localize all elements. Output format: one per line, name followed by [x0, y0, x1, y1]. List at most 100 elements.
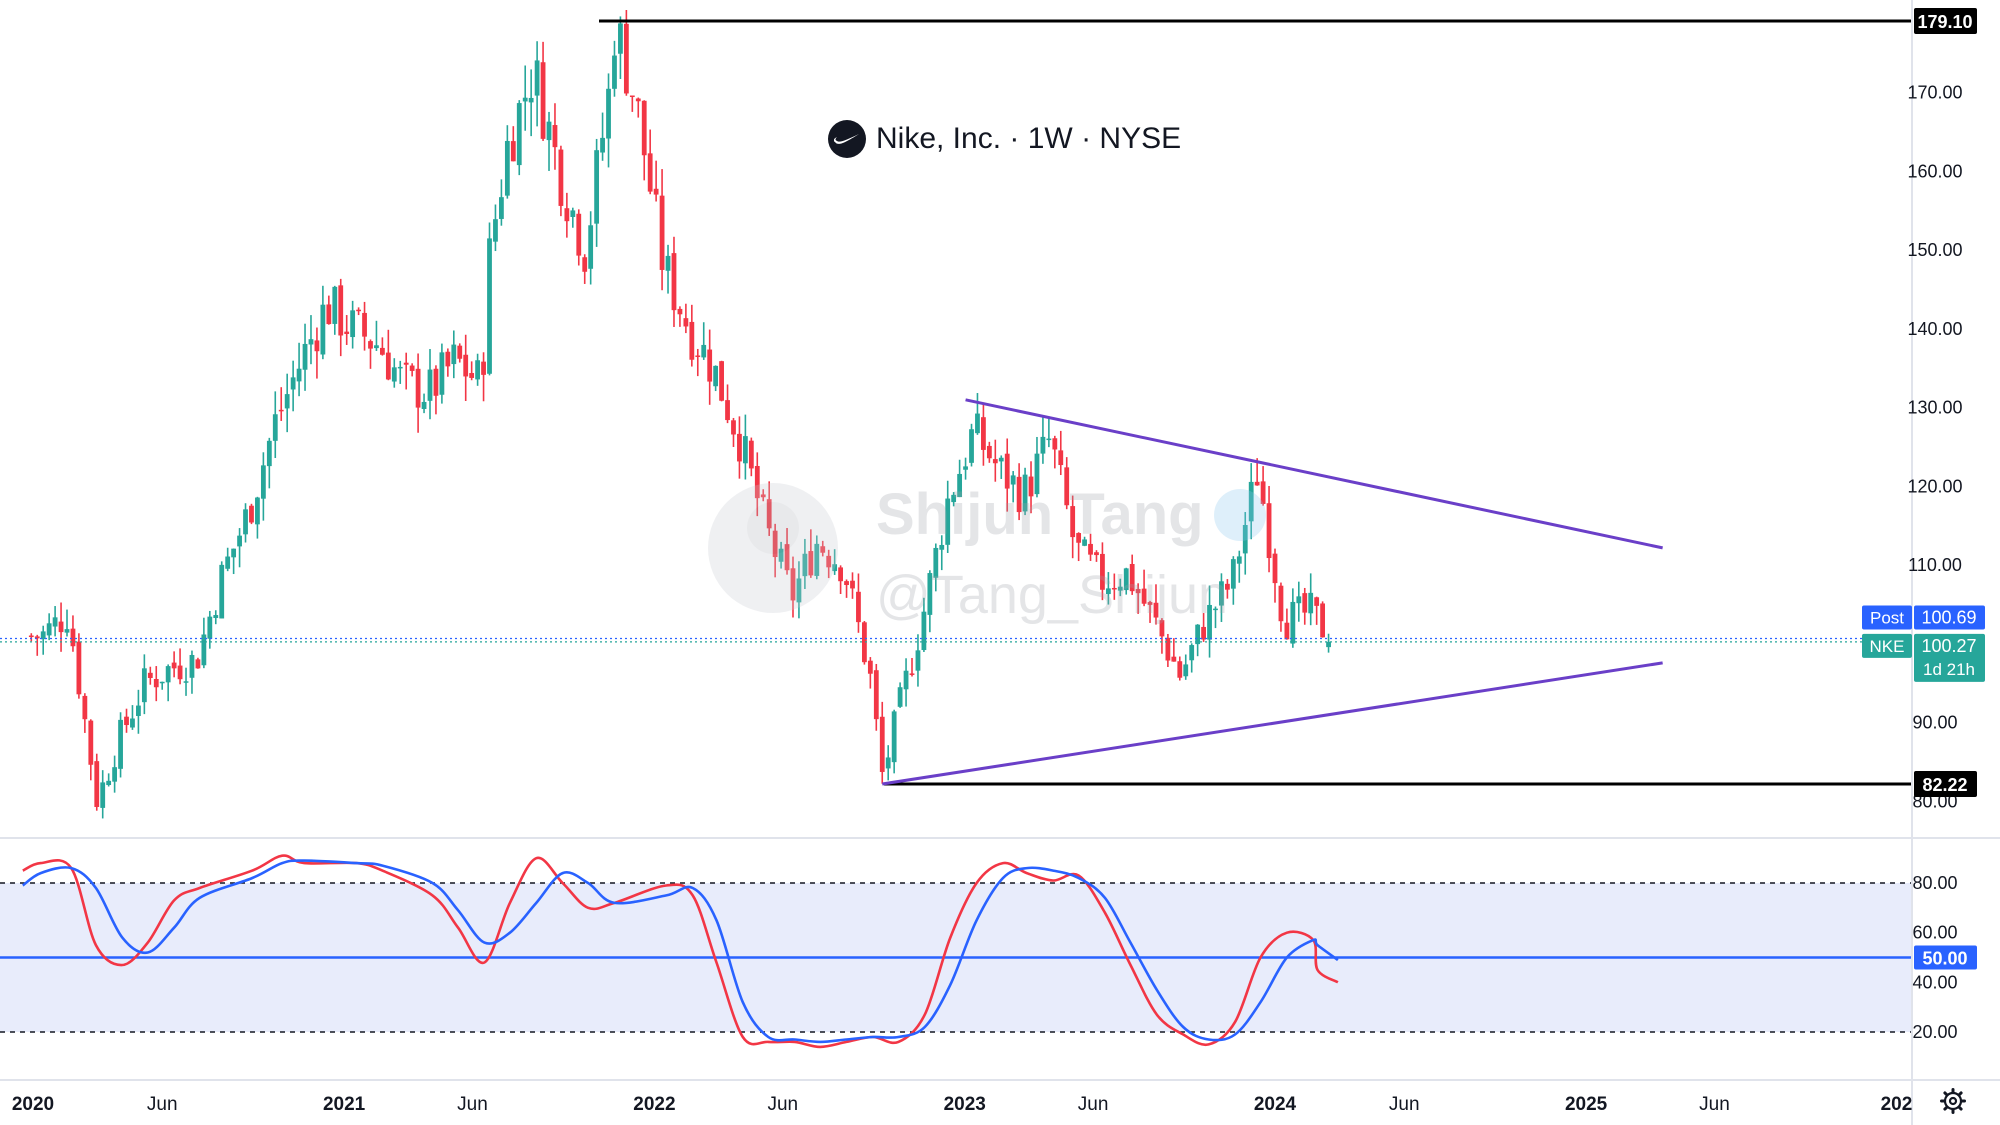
candle	[975, 393, 980, 435]
oscillator-tick-label: 60.00	[1912, 923, 1957, 943]
candle-body	[493, 219, 498, 242]
candle	[570, 207, 576, 228]
candle	[136, 689, 141, 734]
candle-body	[986, 445, 992, 459]
candle-body	[1129, 564, 1135, 592]
candle	[320, 285, 326, 360]
candle	[873, 663, 879, 731]
candle	[522, 65, 528, 131]
candle-body	[1058, 450, 1064, 466]
candle	[802, 538, 808, 589]
candle	[641, 100, 647, 181]
candle	[1308, 573, 1314, 626]
candle-body	[1004, 453, 1010, 489]
candle	[725, 384, 730, 424]
candle	[439, 343, 445, 404]
candle-body	[1296, 596, 1302, 604]
candle-body	[284, 394, 290, 409]
candle	[742, 414, 748, 480]
candle	[201, 617, 207, 669]
candle	[1064, 457, 1070, 510]
last-price-tag	[1914, 633, 1985, 682]
price-pane[interactable]: Shijun Tang @Tang_Shijun	[0, 0, 1912, 819]
candle-body	[1028, 476, 1034, 497]
candle	[106, 773, 112, 787]
candle-body	[350, 310, 356, 338]
candle	[1302, 587, 1308, 625]
candle	[885, 745, 891, 781]
candle	[963, 457, 968, 480]
candle-body	[1326, 641, 1331, 648]
candle	[689, 304, 695, 367]
candle-body	[344, 331, 350, 335]
candle	[278, 387, 284, 421]
candle-body	[689, 321, 695, 360]
candle	[469, 361, 475, 381]
candle	[1022, 467, 1028, 516]
candle	[1147, 600, 1153, 623]
oscillator-pane[interactable]	[0, 854, 1912, 1049]
candle	[998, 455, 1004, 479]
candle-body	[1100, 553, 1105, 590]
symbol-tag	[1862, 633, 1912, 658]
candle-body	[915, 650, 921, 671]
candle	[921, 597, 927, 652]
price-tick-label: 110.00	[1908, 555, 1962, 575]
candle	[475, 353, 481, 386]
candle-body	[1272, 553, 1278, 584]
candle	[683, 303, 689, 334]
candle-body	[1320, 603, 1326, 638]
candle-body	[326, 304, 332, 325]
candle-body	[1147, 602, 1153, 605]
candle-body	[1082, 539, 1087, 546]
candle-body	[1213, 608, 1218, 611]
candle-body	[510, 141, 516, 162]
candle-body	[272, 414, 278, 441]
candle-body	[118, 719, 123, 769]
gear-icon[interactable]	[1940, 1088, 1966, 1114]
candle	[76, 633, 82, 699]
candle	[290, 360, 296, 412]
stochastic-d-line	[22, 859, 1339, 1044]
candle-body	[1177, 661, 1183, 678]
post-tag-label: Post	[1870, 609, 1904, 628]
candle-body	[665, 255, 671, 271]
candle	[844, 579, 849, 598]
candle	[891, 709, 897, 774]
time-tick-label: Jun	[767, 1094, 798, 1115]
candle	[1070, 495, 1076, 559]
candle-body	[1195, 624, 1201, 645]
candle-body	[320, 304, 326, 355]
candle	[635, 97, 641, 118]
candle-body	[82, 695, 88, 720]
candle	[409, 363, 415, 377]
candle-body	[1088, 543, 1093, 555]
candle-body	[570, 210, 576, 217]
candle-body	[879, 716, 885, 772]
candle	[951, 492, 957, 507]
candle	[576, 209, 582, 266]
candle-body	[1236, 556, 1242, 564]
candle	[195, 657, 201, 669]
chart-title: Nike, Inc. · 1W · NYSE	[828, 120, 1181, 158]
candle-body	[338, 285, 344, 336]
candle	[879, 701, 885, 784]
candle	[790, 556, 796, 618]
candle-body	[1171, 656, 1177, 662]
candle	[1028, 461, 1034, 514]
candle	[249, 503, 254, 525]
candle-body	[1284, 622, 1290, 640]
candle	[243, 503, 248, 543]
candle-body	[1064, 467, 1070, 506]
candle	[546, 111, 552, 171]
nike-swoosh-icon	[828, 120, 866, 158]
candle-body	[189, 654, 195, 678]
candle-body	[939, 544, 945, 550]
candle-body	[897, 687, 903, 707]
candle-body	[201, 634, 207, 666]
candle	[653, 160, 659, 202]
candle	[1117, 578, 1123, 597]
candle-body	[46, 623, 52, 636]
